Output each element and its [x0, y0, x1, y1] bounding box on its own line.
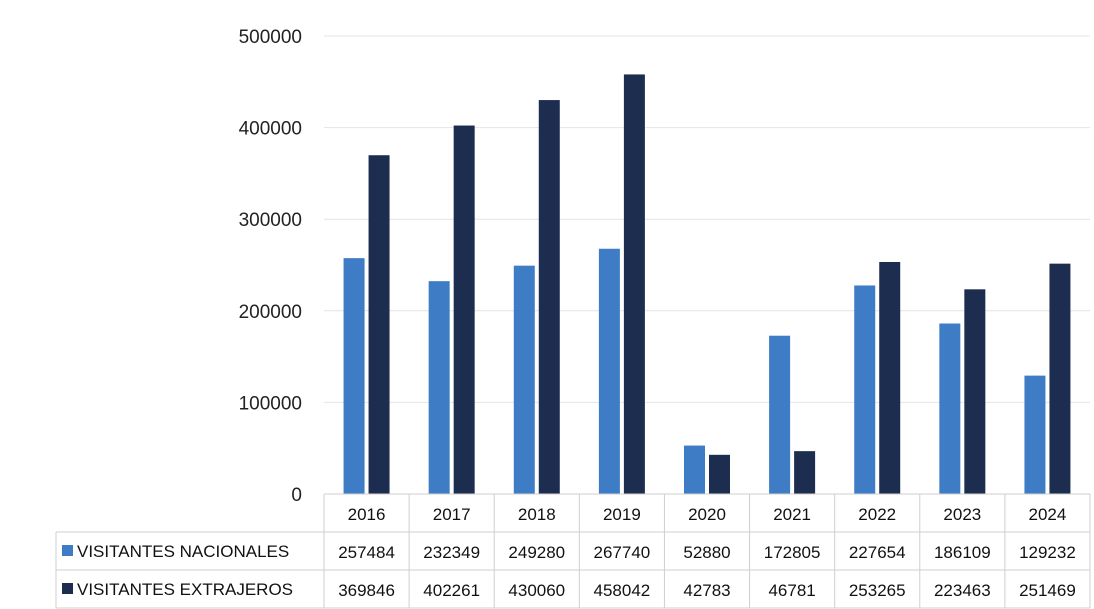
bar-extranjeros-2021	[794, 451, 816, 494]
y-tick-label: 200000	[239, 302, 302, 323]
y-tick-label: 0	[291, 485, 302, 506]
bar-nacionales-2023	[939, 323, 961, 494]
data-label: 186109	[934, 543, 991, 562]
data-label: 249280	[508, 543, 565, 562]
bar-nacionales-2017	[428, 281, 450, 494]
data-table: 2016 2017 2018 2019 2020 2021 2022 2023 2024 VISI…	[55, 493, 1091, 609]
y-tick-label: 400000	[239, 119, 302, 140]
legend-label: VISITANTES NACIONALES	[77, 542, 289, 561]
bar-extranjeros-2019	[623, 74, 645, 494]
data-label: 369846	[338, 581, 395, 600]
y-axis: 0 100000 200000 300000 400000 500000	[239, 27, 302, 506]
gridlines	[324, 35, 1090, 403]
bar-nacionales-2020	[684, 445, 705, 494]
bars	[343, 74, 1071, 495]
bar-extranjeros-2022	[879, 262, 901, 494]
legend-label: VISITANTES EXTRAJEROS	[77, 580, 293, 599]
data-label: 253265	[849, 581, 906, 600]
data-label: 172805	[764, 543, 821, 562]
data-label: 430060	[508, 581, 565, 600]
x-tick-label: 2023	[943, 505, 981, 524]
bar-nacionales-2021	[769, 335, 791, 494]
bar-extranjeros-2020	[709, 454, 730, 494]
legend-swatch	[62, 545, 73, 556]
bar-nacionales-2019	[598, 248, 620, 494]
data-label: 52880	[683, 543, 730, 562]
data-label: 42783	[683, 581, 730, 600]
bar-nacionales-2018	[513, 265, 535, 494]
bar-extranjeros-2017	[453, 125, 475, 494]
x-tick-label: 2017	[433, 505, 471, 524]
y-tick-label: 100000	[239, 393, 302, 414]
x-tick-label: 2024	[1029, 505, 1067, 524]
data-label: 267740	[594, 543, 651, 562]
bar-extranjeros-2018	[538, 100, 560, 495]
data-label: 402261	[423, 581, 480, 600]
x-tick-label: 2016	[348, 505, 386, 524]
legend-swatch	[62, 583, 73, 594]
x-tick-label: 2022	[858, 505, 896, 524]
data-label: 223463	[934, 581, 991, 600]
x-tick-label: 2018	[518, 505, 556, 524]
data-label: 251469	[1019, 581, 1076, 600]
data-label: 227654	[849, 543, 906, 562]
x-tick-label: 2021	[773, 505, 811, 524]
bar-nacionales-2024	[1024, 375, 1046, 494]
data-label: 458042	[594, 581, 651, 600]
bar-extranjeros-2024	[1049, 263, 1071, 494]
data-label: 46781	[768, 581, 815, 600]
data-label: 129232	[1019, 543, 1076, 562]
bar-nacionales-2022	[854, 285, 876, 494]
data-label: 232349	[423, 543, 480, 562]
bar-extranjeros-2023	[964, 289, 986, 494]
bar-nacionales-2016	[343, 258, 365, 494]
y-tick-label: 500000	[239, 27, 302, 48]
bar-extranjeros-2016	[368, 155, 390, 494]
data-label: 257484	[338, 543, 395, 562]
x-tick-label: 2019	[603, 505, 641, 524]
x-tick-label: 2020	[688, 505, 726, 524]
y-tick-label: 300000	[239, 210, 302, 231]
